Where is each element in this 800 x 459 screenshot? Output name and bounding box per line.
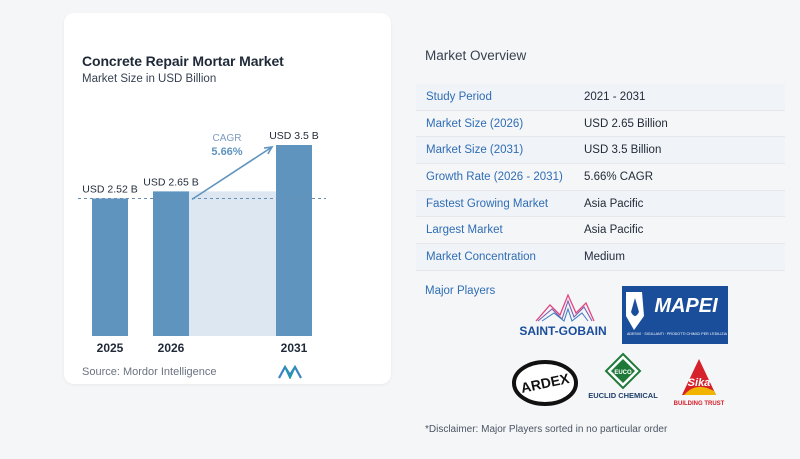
saint-gobain-logo: SAINT-GOBAIN	[508, 287, 618, 347]
saint-gobain-text: SAINT-GOBAIN	[519, 324, 606, 338]
saint-gobain-mark-icon: SAINT-GOBAIN	[519, 293, 607, 338]
cagr-value: 5.66%	[211, 146, 242, 158]
overview-value: Asia Pacific	[584, 224, 644, 237]
overview-key: Market Size (2026)	[426, 117, 524, 130]
overview-value: USD 2.65 Billion	[584, 117, 668, 130]
overview-key: Growth Rate (2026 - 2031)	[426, 170, 563, 183]
overview-title: Market Overview	[425, 48, 527, 63]
overview-key: Largest Market	[426, 224, 503, 237]
sika-text: Sika	[688, 377, 711, 389]
chart-title: Concrete Repair Mortar Market	[82, 53, 284, 69]
overview-value: 2021 - 2031	[584, 90, 646, 103]
overview-key: Market Concentration	[426, 250, 536, 263]
overview-row: Market Size (2031) USD 3.5 Billion	[416, 137, 785, 165]
euclid-mark-text: EUCO	[614, 370, 632, 376]
major-players-title: Major Players	[425, 285, 496, 297]
euclid-text: EUCLID CHEMICAL	[588, 391, 658, 400]
overview-key: Market Size (2031)	[426, 144, 524, 157]
overview-value: Medium	[584, 250, 625, 263]
data-label-2026: USD 2.65 B	[143, 176, 198, 188]
ardex-logo: ARDEX	[512, 360, 578, 406]
sika-logo: Sika BUILDING TRUST	[668, 355, 730, 407]
bar-2031	[276, 145, 312, 336]
cagr-arrow	[191, 146, 273, 201]
chart-subtitle: Market Size in USD Billion	[82, 73, 217, 85]
data-label-2031: USD 3.5 B	[269, 130, 319, 142]
ardex-mark-icon: ARDEX	[512, 360, 578, 406]
overview-key: Study Period	[426, 90, 492, 103]
overview-row: Market Size (2026) USD 2.65 Billion	[416, 111, 785, 138]
mapei-text: MAPEI	[654, 295, 718, 317]
overview-value: USD 3.5 Billion	[584, 144, 662, 157]
mapei-mark-icon: MAPEI ADESIVI · SIGILLANTI · PRODOTTI CH…	[626, 292, 728, 336]
bar-2025	[92, 198, 128, 336]
bar-2026	[153, 191, 189, 336]
mapei-logo: MAPEI ADESIVI · SIGILLANTI · PRODOTTI CH…	[622, 286, 728, 344]
x-tick-2031: 2031	[281, 341, 308, 355]
mapei-tagline: ADESIVI · SIGILLANTI · PRODOTTI CHIMICI …	[627, 332, 728, 336]
growth-shade-area	[189, 191, 276, 336]
data-label-2025: USD 2.52 B	[82, 183, 137, 195]
overview-row: Fastest Growing Market Asia Pacific	[416, 190, 785, 218]
overview-row: Market Concentration Medium	[416, 244, 785, 271]
x-tick-2026: 2026	[158, 341, 185, 355]
source-text: Source: Mordor Intelligence	[82, 366, 217, 378]
x-tick-2025: 2025	[97, 341, 124, 355]
cagr-label: CAGR	[213, 133, 242, 144]
euclid-mark-icon: EUCO EUCLID CHEMICAL	[588, 352, 658, 400]
overview-value: Asia Pacific	[584, 197, 644, 210]
sika-tagline: BUILDING TRUST	[674, 401, 725, 407]
cagr-arrow-head-icon	[263, 145, 274, 155]
overview-row: Growth Rate (2026 - 2031) 5.66% CAGR	[416, 164, 785, 191]
overview-table: Study Period 2021 - 2031 Market Size (202…	[416, 84, 785, 271]
overview-key: Fastest Growing Market	[426, 197, 549, 210]
overview-row: Largest Market Asia Pacific	[416, 217, 785, 245]
overview-value: 5.66% CAGR	[584, 170, 654, 183]
mordor-logo-icon	[278, 365, 302, 379]
sika-mark-icon: Sika BUILDING TRUST	[674, 359, 725, 407]
euclid-chemical-logo: EUCO EUCLID CHEMICAL	[582, 352, 664, 402]
chart-card: Concrete Repair Mortar Market Market Siz…	[64, 13, 391, 384]
disclaimer: *Disclaimer: Major Players sorted in no …	[425, 424, 668, 435]
overview-row: Study Period 2021 - 2031	[416, 84, 785, 111]
bar-chart: USD 2.52 B 2025 USD 2.65 B 2026 USD 3.5 B 203…	[78, 130, 326, 355]
